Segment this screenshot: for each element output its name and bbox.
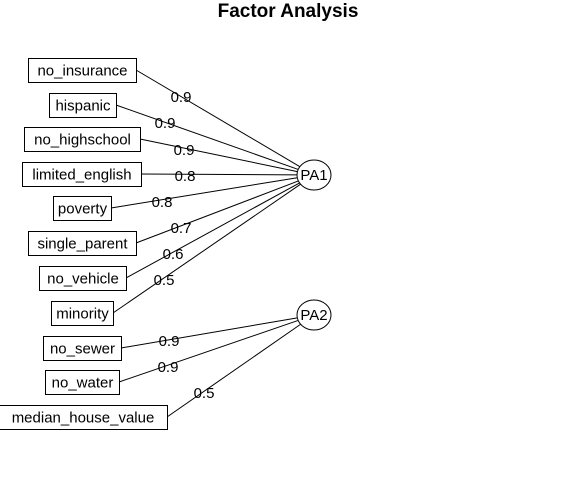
variable-label: no_water [52,375,114,392]
variable-node-limited-english: limited_english [22,162,142,187]
variable-box [28,58,137,83]
factor-ellipse [296,299,332,331]
factor-node-pa1: PA1 [296,159,332,191]
loading-label: 0.5 [154,272,175,289]
variable-label: single_parent [37,236,128,253]
variable-node-no-sewer: no_sewer [43,336,122,361]
variable-boxes: no_insurance hispanic no_highschoollimited… [0,58,168,430]
loading-arrow-pa1-hispanic [116,105,299,170]
loading-label: 0.9 [159,333,180,350]
loading-arrow-pa2-no-sewer [121,317,298,348]
variable-box [22,162,142,187]
variable-node-no-water: no_water [45,370,120,395]
variable-node-median-house-value: median_house_value [0,405,168,430]
loading-arrow-pa2-no-water [119,319,299,382]
variable-box [39,266,127,291]
variable-box [53,196,112,221]
variable-box [49,93,117,118]
factor-label: PA1 [300,167,327,184]
factor-node-pa2: PA2 [296,299,332,331]
loading-arrow-pa1-single-parent [136,180,299,243]
variable-node-single-parent: single_parent [28,231,137,256]
variable-label: limited_english [32,167,131,184]
loading-label: 0.9 [158,359,179,376]
variable-box [51,301,114,326]
loading-label: 0.8 [175,168,196,185]
loading-label: 0.6 [163,246,184,263]
loading-label: 0.7 [171,220,192,237]
loading-arrow-pa1-poverty [111,177,298,208]
loading-arrow-pa1-minority [113,183,301,313]
loading-edges: 0.9 0.9 0.9 0.80.8 0.7 0.6 0.5 0.9 0.9 0.5 [111,70,301,417]
variable-node-no-insurance: no_insurance [28,58,137,83]
variable-label: median_house_value [12,410,155,427]
variable-node-no-highschool: no_highschool [24,127,141,152]
variable-box [28,231,137,256]
variable-node-hispanic: hispanic [49,93,117,118]
variable-node-no-vehicle: no_vehicle [39,266,127,291]
variable-node-poverty: poverty [53,196,112,221]
variable-label: no_vehicle [47,271,119,288]
diagram-title: Factor Analysis [218,1,359,22]
loading-label: 0.5 [194,385,215,402]
variable-box [24,127,141,152]
loading-arrow-pa1-limited-english [141,174,298,175]
variable-box [0,405,168,430]
factor-nodes: PA1 PA2 [296,159,332,331]
variable-label: no_highschool [34,132,131,149]
variable-label: hispanic [55,98,111,115]
factor-ellipse [296,159,332,191]
variable-box [45,370,120,395]
loading-arrow-pa1-no-insurance [136,70,301,168]
variable-label: no_sewer [50,341,115,358]
variable-label: no_insurance [37,63,127,80]
loading-label: 0.9 [155,115,176,132]
loading-label: 0.9 [174,142,195,159]
loading-arrow-pa1-no-vehicle [126,182,300,278]
variable-node-minority: minority [51,301,114,326]
factor-label: PA2 [300,307,327,324]
loading-label: 0.9 [171,89,192,106]
loading-arrow-pa1-no-highschool [140,139,298,173]
loading-arrow-pa2-median-house-value [167,323,301,417]
variable-label: minority [56,306,109,323]
variable-box [43,336,122,361]
variable-label: poverty [58,201,108,218]
loading-label: 0.8 [152,194,173,211]
